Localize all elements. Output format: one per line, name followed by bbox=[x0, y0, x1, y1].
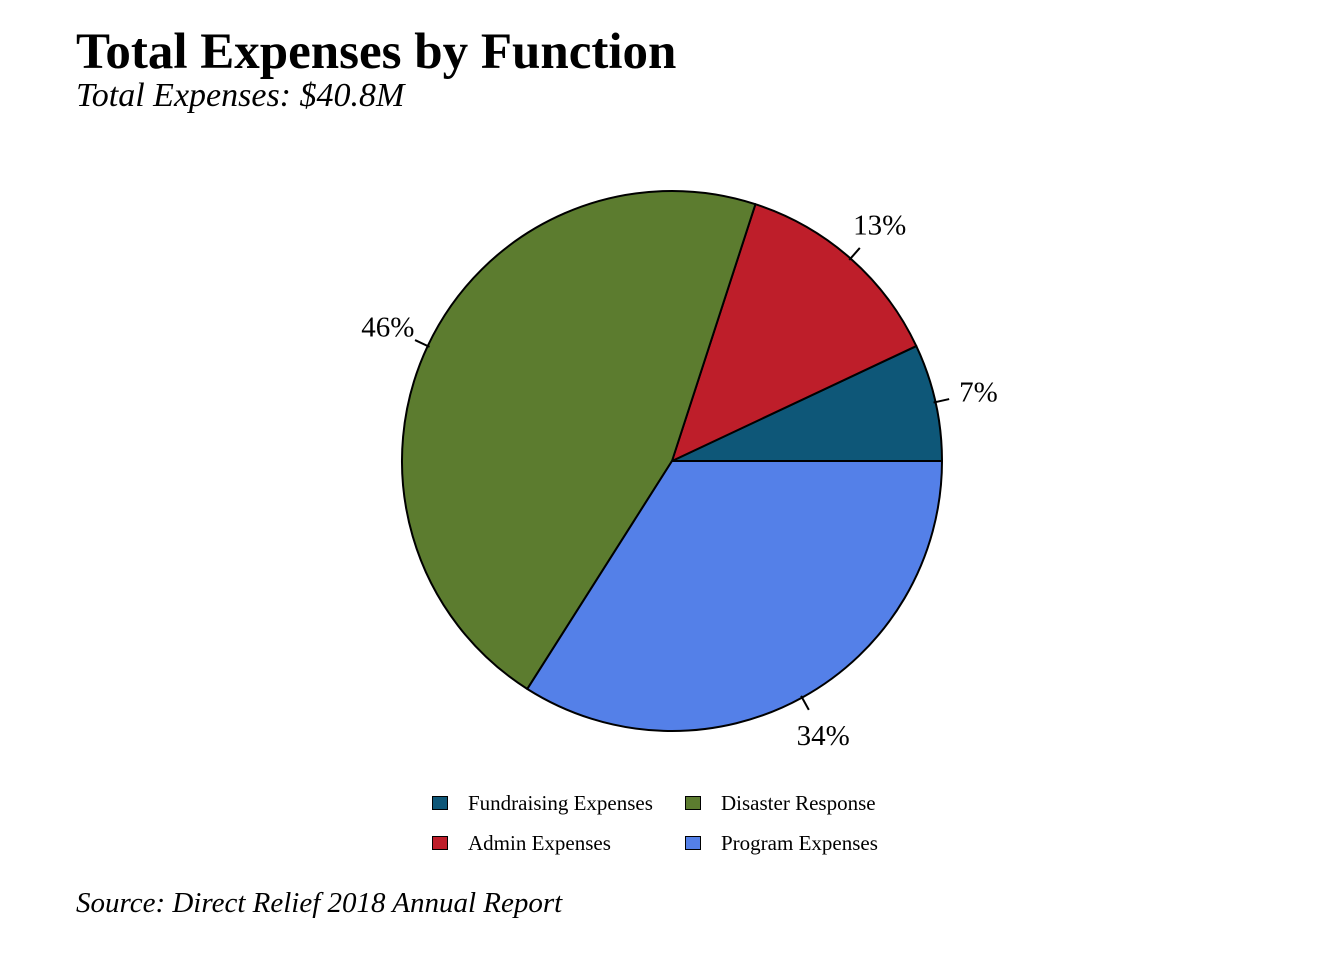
legend-label-fundraising-expenses: Fundraising Expenses bbox=[468, 791, 653, 815]
legend-label-disaster-response: Disaster Response bbox=[721, 791, 876, 815]
legend-item-program-expenses: Program Expenses bbox=[685, 828, 878, 858]
pie-label-tick-disaster-response bbox=[414, 339, 430, 348]
legend-item-admin-expenses: Admin Expenses bbox=[432, 828, 611, 858]
legend-item-disaster-response: Disaster Response bbox=[685, 788, 876, 818]
legend-label-program-expenses: Program Expenses bbox=[721, 831, 878, 855]
legend-swatch-program-expenses bbox=[685, 836, 701, 850]
chart-title: Total Expenses by Function bbox=[76, 24, 677, 80]
pie-label-tick-admin-expenses bbox=[848, 247, 861, 261]
pie-label-program-expenses: 34% bbox=[797, 720, 850, 752]
legend-swatch-disaster-response bbox=[685, 796, 701, 810]
legend-swatch-admin-expenses bbox=[432, 836, 448, 850]
legend-swatch-fundraising-expenses bbox=[432, 796, 448, 810]
pie-label-admin-expenses: 13% bbox=[853, 209, 906, 241]
pie-label-tick-fundraising-expenses bbox=[933, 398, 950, 404]
chart-subtitle: Total Expenses: $40.8M bbox=[76, 77, 405, 114]
legend-item-fundraising-expenses: Fundraising Expenses bbox=[432, 788, 653, 818]
chart-legend: Fundraising Expenses Disaster Response A… bbox=[432, 788, 932, 864]
chart-caption: Source: Direct Relief 2018 Annual Report bbox=[76, 887, 563, 919]
pie-label-disaster-response: 46% bbox=[361, 311, 414, 343]
pie-label-fundraising-expenses: 7% bbox=[959, 377, 998, 409]
legend-label-admin-expenses: Admin Expenses bbox=[468, 831, 611, 855]
pie-label-tick-program-expenses bbox=[800, 695, 810, 711]
